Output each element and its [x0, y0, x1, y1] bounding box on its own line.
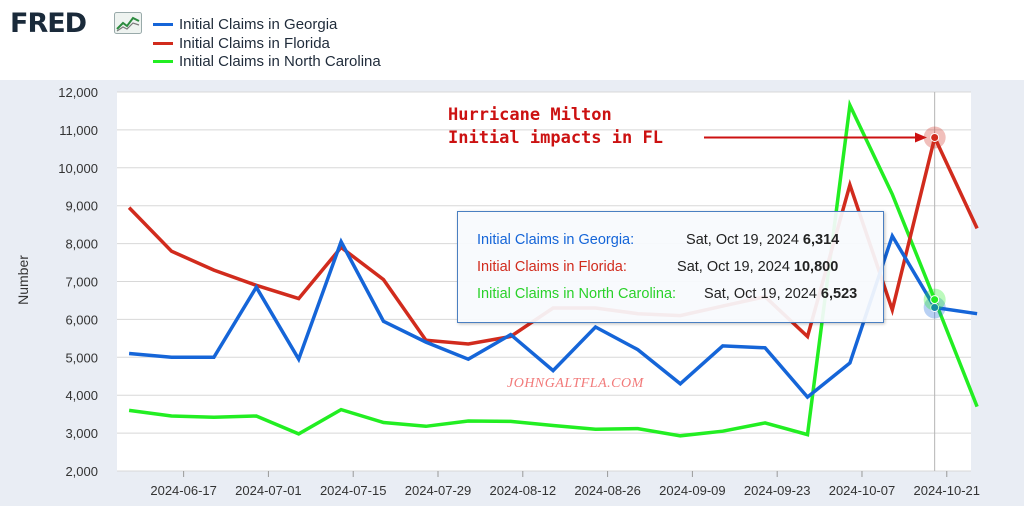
legend-label-georgia: Initial Claims in Georgia: [179, 16, 338, 33]
tooltip-value-north-carolina: 6,523: [820, 286, 858, 302]
legend-item-north-carolina[interactable]: Initial Claims in North Carolina: [153, 53, 381, 70]
annotation-arrow: [704, 132, 927, 143]
legend-swatch-georgia: [153, 23, 173, 26]
hurricane-annotation: Hurricane Milton Initial impacts in FL: [448, 104, 663, 150]
y-tick-label: 3,000: [65, 426, 98, 441]
y-tick-label: 11,000: [59, 123, 98, 138]
tooltip-date-florida: Sat, Oct 19, 2024: [677, 259, 790, 275]
y-tick-label: 2,000: [65, 464, 98, 479]
x-tick-label: 2024-08-26: [574, 483, 641, 498]
tooltip-label-florida: Initial Claims in Florida:: [477, 259, 627, 275]
legend-swatch-florida: [153, 42, 173, 45]
y-tick-label: 4,000: [65, 388, 98, 403]
legend-swatch-north-carolina: [153, 60, 173, 63]
x-tick-label: 2024-08-12: [490, 483, 557, 498]
legend-item-florida[interactable]: Initial Claims in Florida: [153, 35, 330, 52]
x-tick-label: 2024-09-09: [659, 483, 726, 498]
tooltip-label-georgia: Initial Claims in Georgia:: [477, 232, 635, 248]
highlight-marker-north-carolina: [930, 295, 940, 305]
annotation-arrow-head: [915, 132, 927, 143]
fred-graph-icon: [114, 12, 142, 34]
x-axis-ticks: 2024-06-17 2024-07-01 2024-07-15 2024-07-29…: [150, 471, 980, 498]
x-tick-label: 2024-07-15: [320, 483, 387, 498]
tooltip-label-north-carolina: Initial Claims in North Carolina:: [477, 286, 677, 302]
y-axis-label: Number: [14, 255, 31, 305]
x-tick-label: 2024-10-21: [914, 483, 981, 498]
legend-label-florida: Initial Claims in Florida: [179, 35, 330, 52]
tooltip-date-north-carolina: Sat, Oct 19, 2024: [704, 286, 817, 302]
y-tick-label: 10,000: [58, 161, 98, 176]
x-tick-label: 2024-06-17: [150, 483, 217, 498]
annotation-line-1: Hurricane Milton: [448, 105, 612, 125]
y-axis-ticks: 2,000 3,000 4,000 5,000 6,000 7,000 8,000 9,000…: [58, 85, 98, 479]
watermark: JOHNGALTFLA.COM: [507, 376, 644, 391]
fred-logo[interactable]: FRED: [10, 8, 87, 39]
highlight-marker-florida: [930, 132, 940, 142]
y-tick-label: 9,000: [65, 199, 98, 214]
x-tick-label: 2024-07-29: [405, 483, 472, 498]
legend-item-georgia[interactable]: Initial Claims in Georgia: [153, 16, 337, 33]
tooltip-row-georgia: Initial Claims in Georgia: Sat, Oct 19, …: [477, 232, 839, 248]
tooltip-row-north-carolina: Initial Claims in North Carolina: Sat, O…: [477, 286, 857, 302]
y-tick-label: 7,000: [65, 275, 98, 290]
x-tick-label: 2024-09-23: [744, 483, 811, 498]
tooltip-value-florida: 10,800: [793, 259, 839, 275]
series-line-georgia: [128, 231, 978, 400]
highlight-markers: [923, 126, 946, 319]
y-tick-label: 5,000: [65, 350, 98, 365]
tooltip: Initial Claims in Georgia: Sat, Oct 19, …: [457, 211, 884, 323]
tooltip-value-georgia: 6,314: [802, 232, 840, 248]
legend-label-north-carolina: Initial Claims in North Carolina: [179, 53, 381, 70]
y-tick-label: 8,000: [65, 237, 98, 252]
annotation-line-2: Initial impacts in FL: [448, 128, 663, 148]
x-tick-label: 2024-07-01: [235, 483, 302, 498]
x-tick-label: 2024-10-07: [829, 483, 896, 498]
y-tick-label: 12,000: [58, 85, 98, 100]
y-tick-label: 6,000: [65, 312, 98, 327]
tooltip-row-florida: Initial Claims in Florida: Sat, Oct 19, …: [477, 259, 838, 275]
tooltip-date-georgia: Sat, Oct 19, 2024: [686, 232, 799, 248]
header: FRED Initial Claims in Georgia Initial C…: [0, 0, 1024, 80]
